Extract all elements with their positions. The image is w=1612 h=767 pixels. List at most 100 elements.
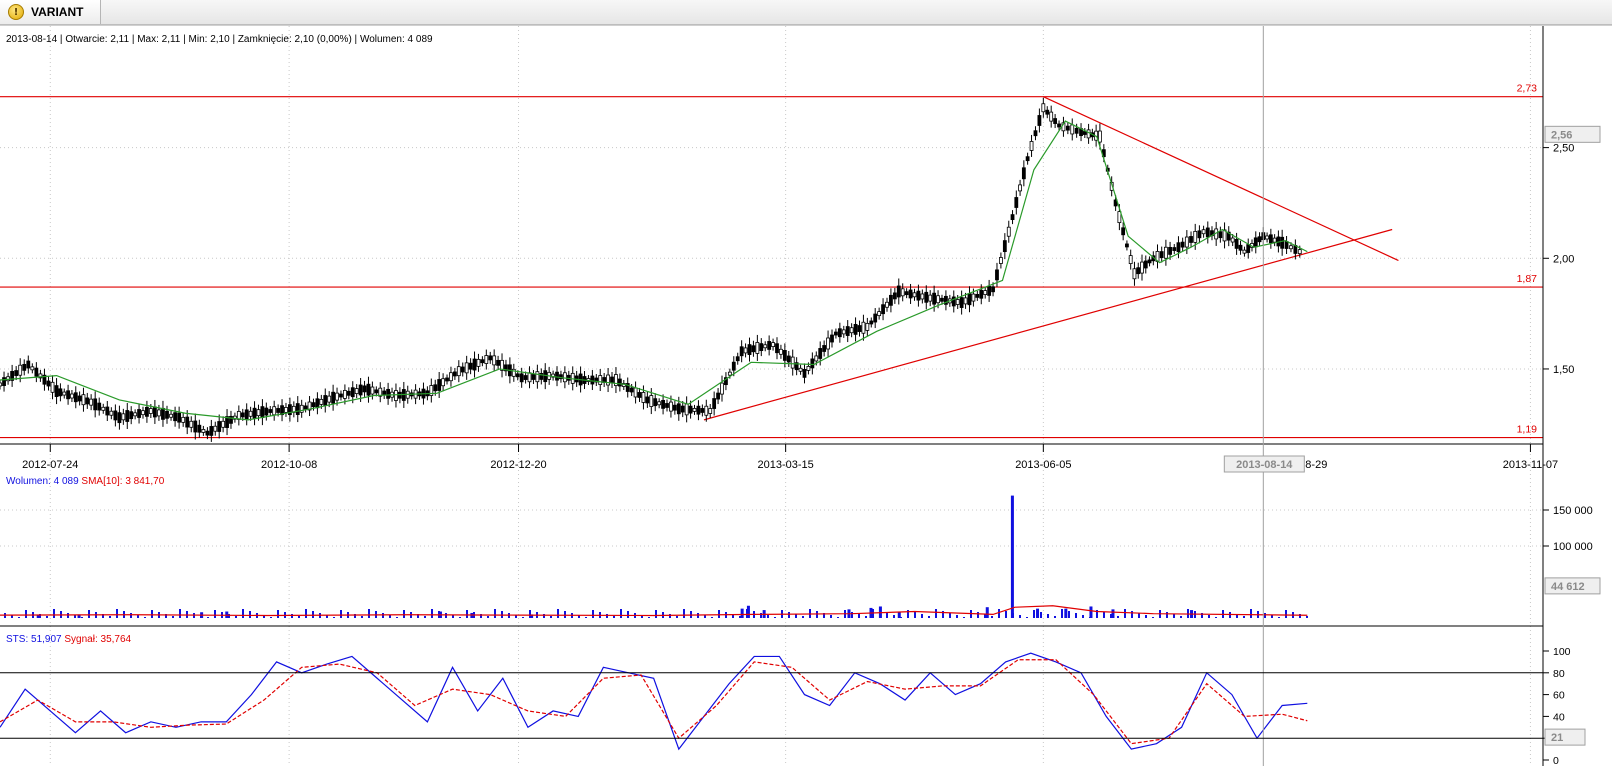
candle-body [346,390,351,396]
candle-body [18,364,23,376]
candle-body [814,355,819,362]
volume-last-label: 44 612 [1551,581,1585,593]
x-tick-label: 2013-11-07 [1503,459,1558,471]
volume-bar [788,612,790,618]
candle-body [93,398,98,411]
candle-body [763,344,768,349]
candle-body [676,403,681,415]
candle-body [598,375,603,385]
volume-bar [606,614,608,618]
candle-body [1140,261,1144,274]
volume-bar [179,609,181,618]
sts-last-badge [1544,728,1586,746]
volume-bar [228,614,230,618]
volume-bar [1117,616,1119,618]
candle-body [1218,231,1223,239]
candle-body [315,398,320,409]
candle-body [688,405,693,414]
volume-bar [620,609,622,618]
candle-body [1125,243,1129,248]
volume-y-tick-label: 100 000 [1553,541,1593,553]
volume-bar [1064,608,1068,618]
candle-body [117,412,122,424]
candle-body [1132,268,1137,280]
candle-body [484,355,489,364]
candle-body [665,403,669,408]
signal-line [0,659,1308,745]
candle-body [133,412,138,417]
candle-body [669,401,673,412]
candle-body [137,409,141,418]
candle-body [284,407,288,413]
candle-body [73,392,78,403]
candle-body [531,374,536,380]
volume-bar [550,616,552,618]
candle-body [1021,167,1026,180]
volume-bar [823,613,825,618]
volume-y-tick-label: 150 000 [1553,505,1593,517]
candle-body [614,374,618,386]
volume-bar [522,617,524,618]
level-label: 1,87 [1517,273,1538,285]
candle-body [684,403,689,416]
candle-body [1222,229,1227,242]
candle-body [1014,197,1019,208]
candle-body [551,373,555,378]
volume-last-badge [1544,577,1601,595]
volume-bar [942,611,944,618]
volume-bar [1089,606,1093,618]
volume-bar [1131,611,1133,618]
candle-body [370,386,375,395]
candle-body [331,391,336,404]
volume-bar [935,609,937,618]
volume-bar [851,612,853,618]
candle-body [720,382,724,395]
candle-body [339,393,343,398]
warning-icon: ! [8,4,24,20]
candle-body [42,374,47,385]
volume-bar [893,615,895,618]
candle-body [311,402,316,408]
candle-body [928,294,933,302]
volume-bar [39,614,41,618]
volume-bar [676,616,678,618]
volume-bar [144,617,146,618]
candle-body [995,269,999,281]
candle-body [1128,255,1133,265]
volume-bar [1138,613,1140,618]
candle-body [449,372,453,382]
volume-bar [305,609,307,618]
volume-bar [242,609,244,618]
candle-body [1193,230,1198,243]
grid-layer [0,26,1543,766]
candle-body [342,390,347,399]
candle-body [0,382,2,387]
candle-body [826,337,830,350]
candle-body [892,292,897,300]
candle-body [225,416,229,428]
candle-body [327,395,332,403]
candle-body [1226,231,1231,241]
candle-body [680,405,685,413]
price-y-tick-label: 1,50 [1553,364,1574,376]
chart-area[interactable]: 2,73 1,87 1,19 2012-07-24 2012-10-08 2012-12… [0,25,1612,767]
candle-body [1253,237,1258,248]
candle-body [1117,211,1122,224]
stock-chart[interactable]: 2,73 1,87 1,19 2012-07-24 2012-10-08 2012-12… [0,26,1612,767]
candle-body [10,371,15,381]
tab-variant[interactable]: ! VARIANT [0,0,101,24]
candle-body [790,356,795,369]
volume-bar [424,616,426,618]
sts-info-signal: Sygnał: 35,764 [64,634,131,645]
candle-body [256,409,261,417]
candle-body [661,399,665,409]
volume-bar [298,616,300,618]
volume-bar [963,617,965,618]
candle-body [900,288,905,297]
candle-body [657,401,662,406]
candle-body [1238,244,1243,251]
volume-bar [746,605,750,618]
candle-body [511,368,516,377]
volume-bar [669,614,671,618]
volume-bar [718,610,720,618]
